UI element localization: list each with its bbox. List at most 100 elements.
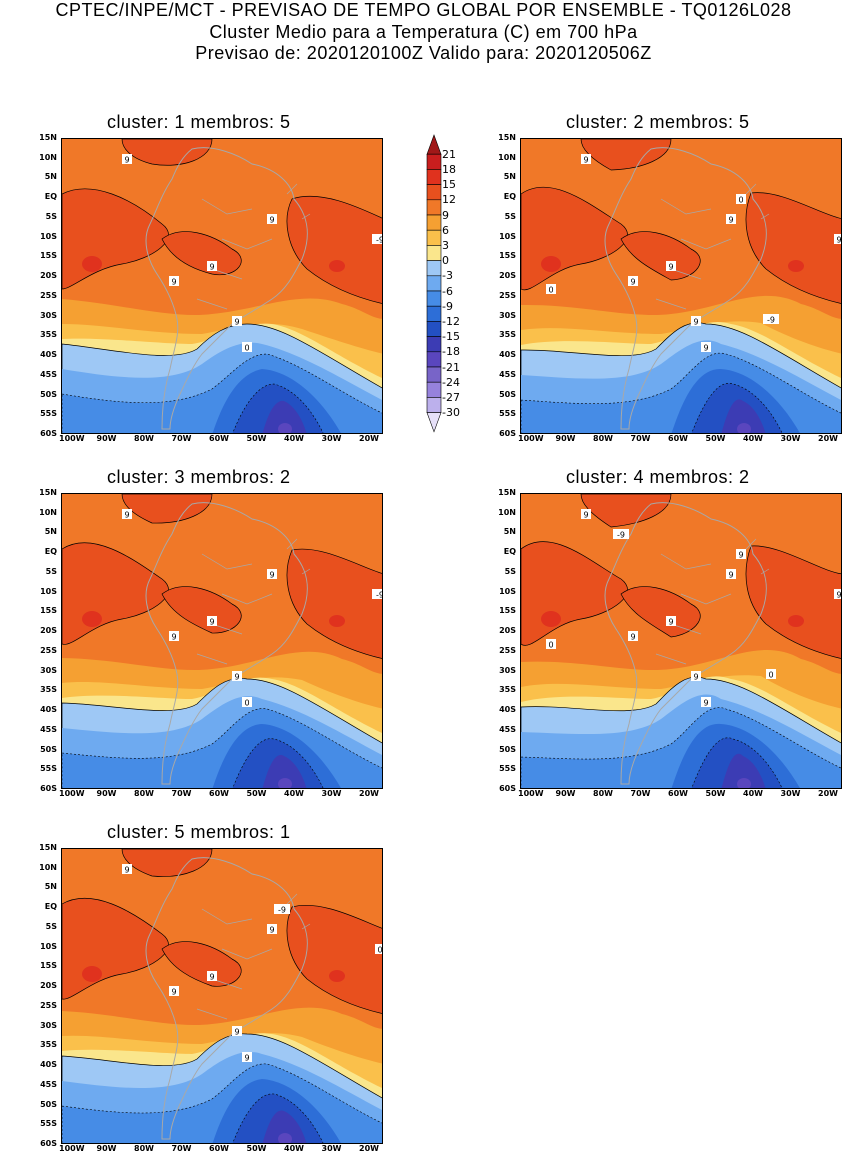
lon-tick-label: 100W <box>59 434 85 443</box>
colorbar-label: -6 <box>442 284 453 298</box>
country-borders <box>196 198 273 310</box>
lat-tick-label: 10S <box>499 231 516 241</box>
field-band-neg18 <box>262 400 307 433</box>
lat-tick-label: 5N <box>44 172 57 182</box>
lon-tick-label: 20W <box>359 434 379 443</box>
map-panel: 9 9 9 9 9 0 -9 <box>61 138 383 434</box>
contour-label: 9 <box>728 216 733 225</box>
panel-title: cluster: 4 membros: 2 <box>566 467 750 487</box>
contour-label-box <box>372 234 382 244</box>
lat-tick-label: 30S <box>499 310 516 320</box>
lat-tick-label: 15S <box>40 961 57 971</box>
lat-tick-label: 10S <box>499 586 516 596</box>
lon-tick-label: 20W <box>818 434 838 443</box>
continent-outline <box>145 147 308 430</box>
lat-tick-label: 20S <box>40 271 57 281</box>
lat-tick-label: EQ <box>44 902 57 912</box>
lat-tick-label: 60S <box>499 784 516 793</box>
lon-tick-label: 100W <box>59 1144 85 1153</box>
contour-label-box <box>666 616 676 626</box>
lon-tick-label: 80W <box>593 434 613 443</box>
field-band-12 <box>620 586 701 638</box>
lat-tick-label: 20S <box>40 626 57 636</box>
lat-tick-label: 5S <box>45 566 57 576</box>
lon-tick-label: 70W <box>171 789 192 798</box>
lat-tick-label: 30S <box>40 310 57 320</box>
contour-label: -9 <box>278 906 286 915</box>
colorbar-swatch <box>426 290 442 307</box>
panel-title: cluster: 3 membros: 2 <box>107 467 291 487</box>
lat-tick-label: 5N <box>503 172 516 182</box>
lat-tick-label: 55S <box>499 764 516 774</box>
field-band-neg21 <box>737 423 751 433</box>
lat-tick-label: EQ <box>503 547 516 557</box>
colorbar-label: 9 <box>442 208 449 222</box>
colorbar-swatch <box>426 366 442 383</box>
lat-tick-label: EQ <box>44 192 57 202</box>
coastal-islands <box>745 183 770 220</box>
contour-label: 9 <box>244 1054 249 1063</box>
lat-tick-label: 25S <box>40 645 57 655</box>
lat-tick-label: 40S <box>499 705 516 715</box>
colorbar-label: 12 <box>442 193 456 207</box>
lat-tick-label: 15S <box>499 606 516 616</box>
lon-tick-label: 80W <box>134 789 154 798</box>
field-band-neg21 <box>737 778 751 788</box>
contour-label: -9 <box>376 591 383 600</box>
contour-label-box <box>834 589 841 599</box>
colorbar-swatch <box>426 336 442 353</box>
lat-tick-label: 15N <box>498 133 516 142</box>
colorbar-swatch <box>426 229 442 246</box>
contour-label-box <box>581 154 591 164</box>
contour-label-box <box>736 194 746 204</box>
field-band-15 <box>329 260 345 272</box>
colorbar-swatch <box>426 245 442 261</box>
field-band-15 <box>329 970 345 982</box>
contour-label-box <box>232 316 242 326</box>
contour-label-box <box>169 986 179 996</box>
contour-label: 9 <box>668 263 673 272</box>
field-band-12 <box>121 139 213 166</box>
contour-label-box <box>232 1026 242 1036</box>
lat-tick-label: 40S <box>40 350 57 360</box>
coastal-islands <box>286 538 311 575</box>
colorbar-label: 15 <box>442 178 456 192</box>
lon-tick-label: 30W <box>321 1144 342 1153</box>
lon-tick-label: 20W <box>818 789 838 798</box>
continent-outline <box>604 502 767 785</box>
lat-tick-label: 50S <box>40 1099 57 1109</box>
lat-tick-label: 55S <box>499 409 516 419</box>
contour-label-box <box>766 669 776 679</box>
contour-label: 9 <box>234 1028 239 1037</box>
lon-tick-label: 90W <box>555 434 576 443</box>
contour-label-box <box>267 214 277 224</box>
field-band-neg18 <box>721 753 766 788</box>
country-borders <box>196 553 273 665</box>
field-band-12 <box>286 195 382 304</box>
contour-label: -9 <box>767 316 775 325</box>
country-borders <box>655 198 732 310</box>
field-band-15 <box>541 256 561 272</box>
contour-label-box <box>207 971 217 981</box>
field-band-12 <box>745 192 841 304</box>
colorbar-label: -12 <box>442 314 460 328</box>
colorbar-label: 3 <box>442 238 449 252</box>
lat-tick-label: 40S <box>40 705 57 715</box>
contour-label-box <box>267 924 277 934</box>
contour-label: 9 <box>124 511 129 520</box>
lat-tick-label: 35S <box>40 330 57 340</box>
panel-title: cluster: 1 membros: 5 <box>107 112 291 132</box>
lon-tick-label: 50W <box>246 1144 267 1153</box>
colorbar-swatch <box>426 351 442 368</box>
header-line-1: CPTEC/INPE/MCT - PREVISAO DE TEMPO GLOBA… <box>55 0 792 20</box>
coastal-islands <box>745 538 770 575</box>
contour-label: 9 <box>124 866 129 875</box>
lon-tick-label: 80W <box>134 1144 154 1153</box>
field-band-neg21 <box>278 423 292 433</box>
contour-label: 0 <box>548 286 553 295</box>
lat-tick-label: 40S <box>499 350 516 360</box>
lat-tick-label: 45S <box>499 724 516 734</box>
contour-label: 9 <box>836 236 841 245</box>
colorbar-bottom-arrow <box>426 412 442 433</box>
lon-tick-label: 90W <box>555 789 576 798</box>
